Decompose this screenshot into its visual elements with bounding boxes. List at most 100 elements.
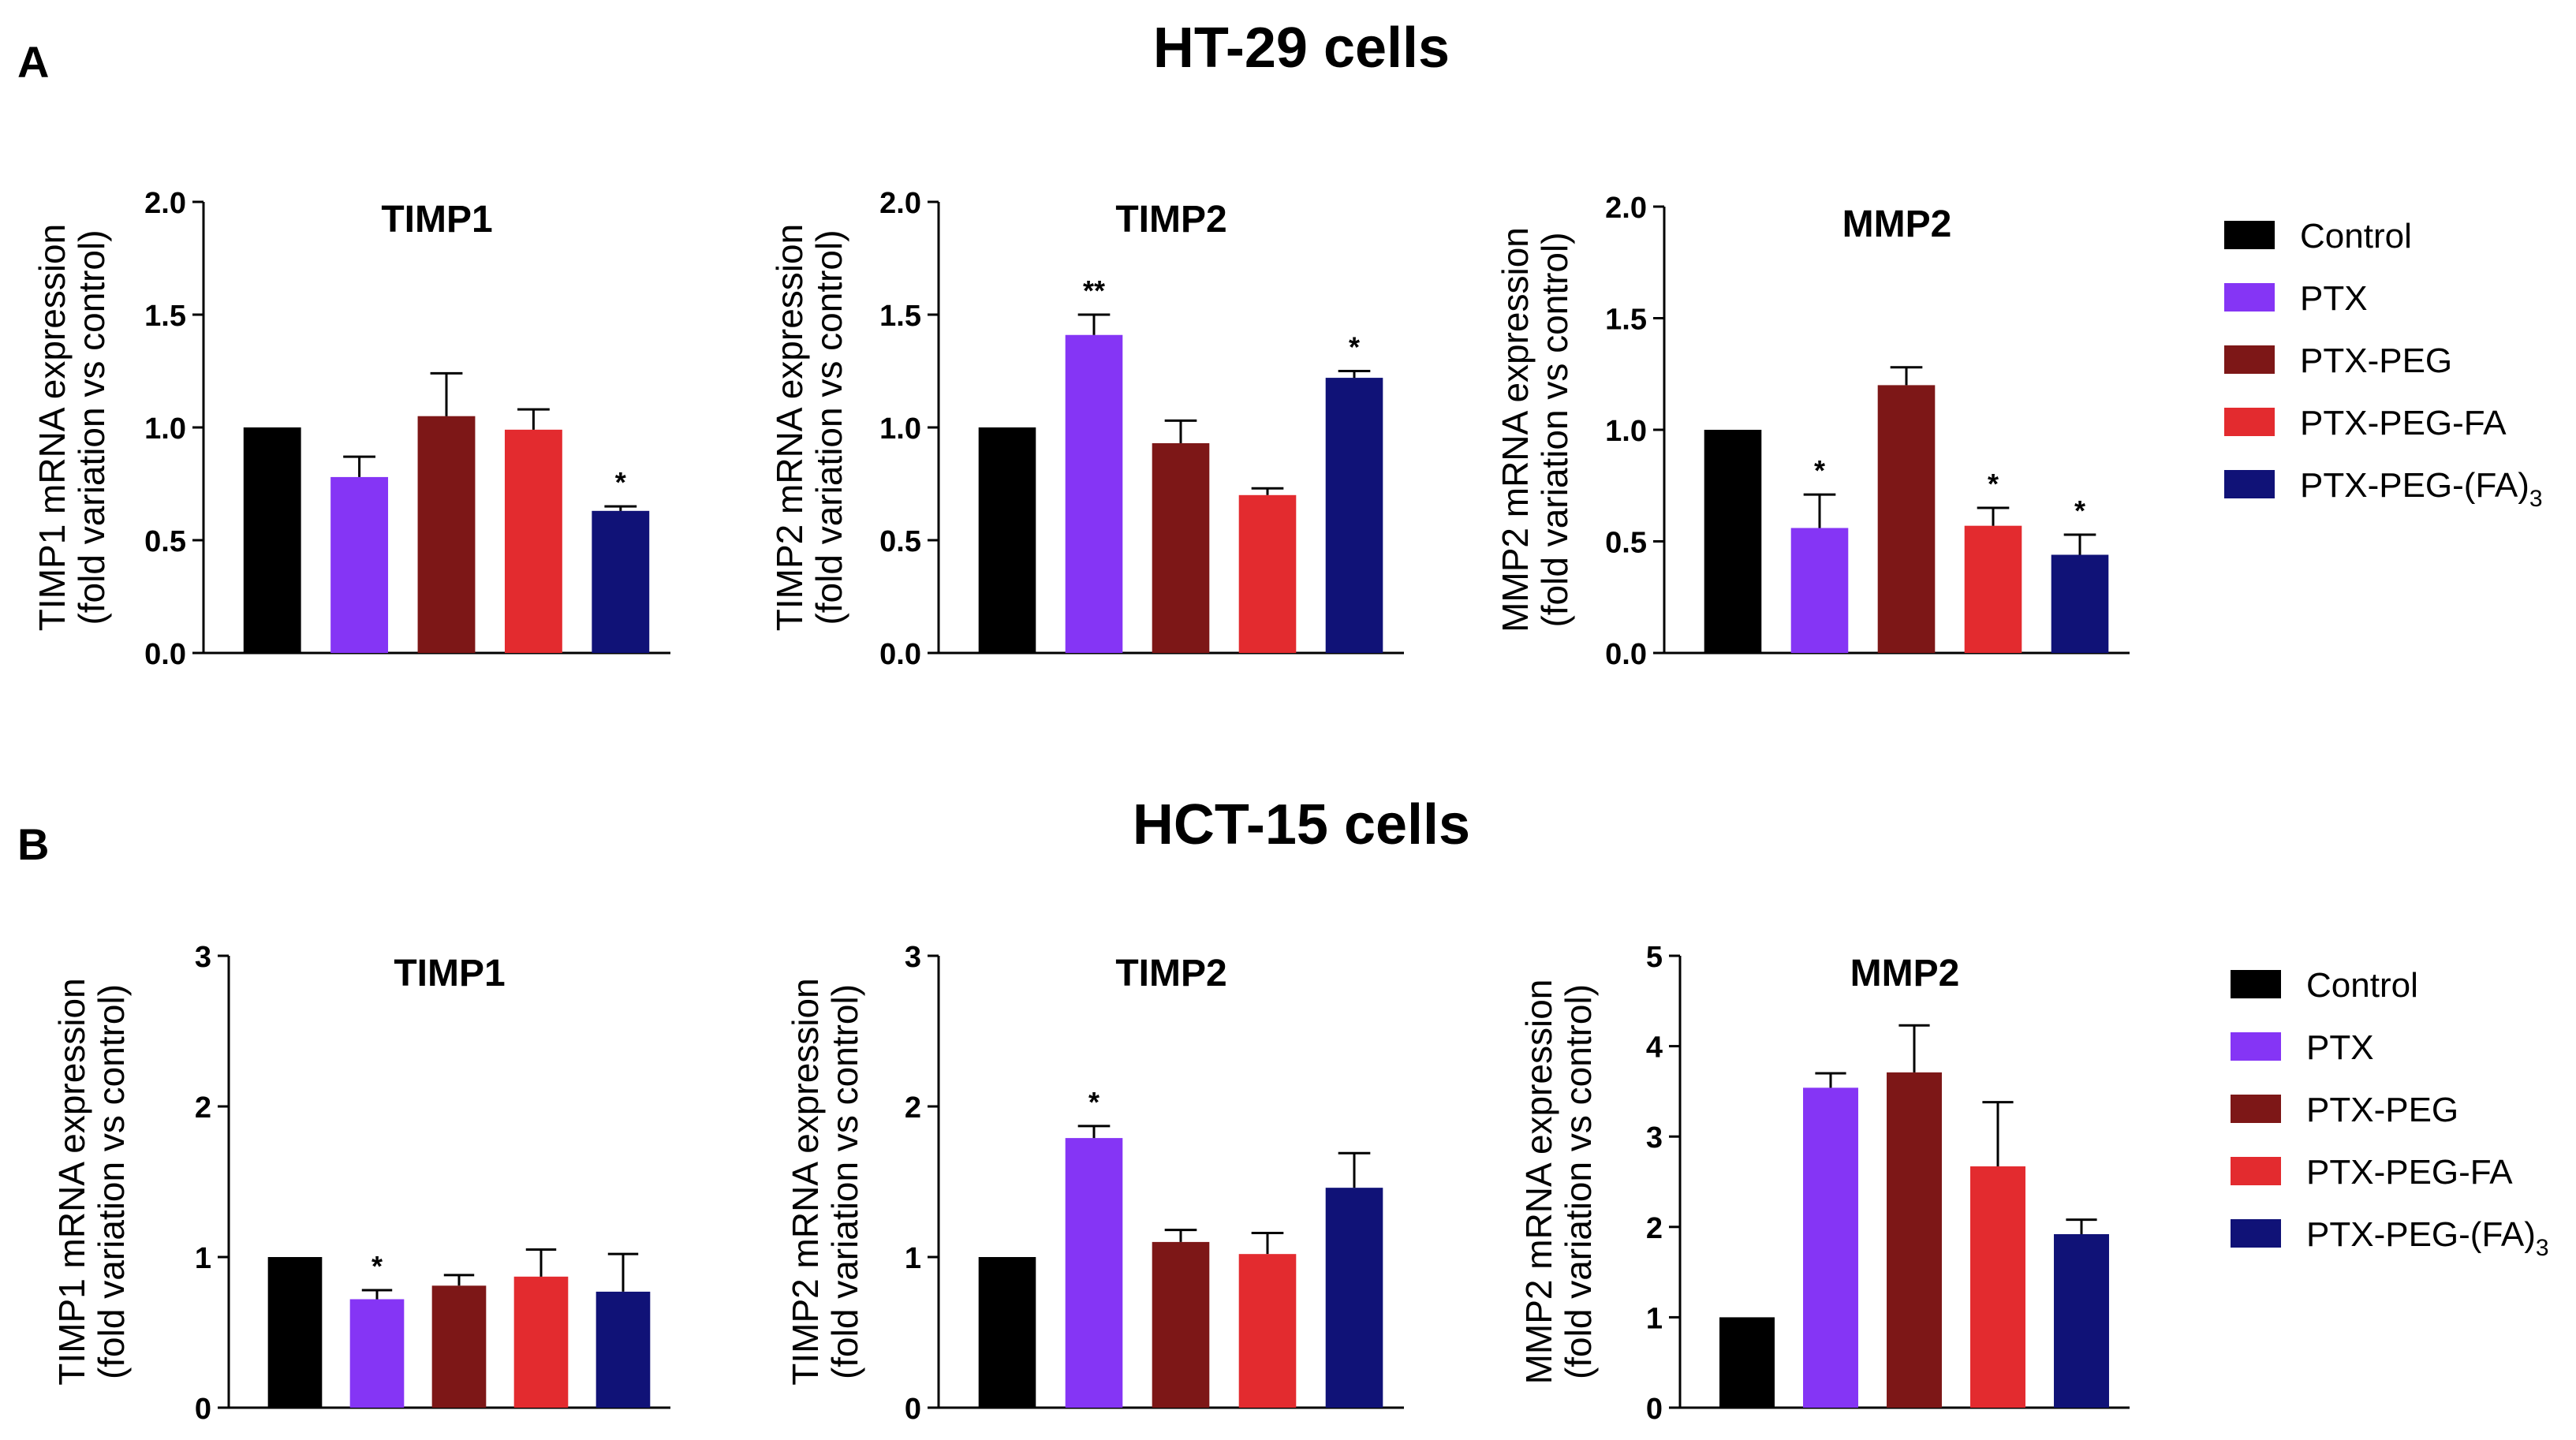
y-tick-label: 1 <box>195 1242 211 1275</box>
legend-label: Control <box>2300 217 2412 256</box>
y-tick-label: 0.5 <box>144 525 186 558</box>
y-axis-label-secondary: (fold variation vs control) <box>1558 984 1599 1379</box>
bar-ptx-peg-fa-3 <box>592 510 650 653</box>
legend-label: PTX-PEG-FA <box>2306 1153 2513 1192</box>
y-tick-label: 1 <box>1646 1302 1663 1335</box>
y-tick-label: 1.0 <box>1605 415 1647 448</box>
legend-label: PTX-PEG-FA <box>2300 404 2507 442</box>
legend-swatch <box>2224 221 2275 249</box>
bar-control <box>1719 1317 1775 1408</box>
significance-marker: * <box>1088 1086 1099 1118</box>
y-tick-label: 2 <box>195 1091 211 1125</box>
legend-swatch <box>2231 1157 2281 1185</box>
error-bar <box>1982 1101 2014 1167</box>
bar-control <box>243 427 301 653</box>
y-tick-label: 0.5 <box>879 525 921 558</box>
chart-a-timp2: 0.0 0.5 1.0 1.5 2.0 TIMP2 TIMP2 mRNA expressio… <box>769 187 1404 671</box>
error-bar <box>1164 1229 1197 1242</box>
error-bar <box>1338 1151 1371 1188</box>
y-axis-label: MMP2 mRNA expression <box>1495 227 1536 632</box>
y-axis-label-secondary: (fold variation vs control) <box>1534 232 1575 627</box>
bar-control <box>978 1257 1036 1408</box>
bar-ptx <box>1803 1087 1858 1408</box>
legend-swatch <box>2224 283 2275 312</box>
bar-ptx-peg-fa-3 <box>2051 554 2109 653</box>
chart-b-timp2: 0 1 2 3 TIMP2 TIMP2 mRNA expression(fold vari… <box>785 941 1404 1426</box>
error-bar <box>430 371 463 416</box>
error-bar <box>1815 1072 1846 1088</box>
y-tick-label: 2.0 <box>1605 192 1647 225</box>
bar-ptx <box>1065 334 1123 653</box>
error-bar <box>1898 1024 1930 1073</box>
legend-label: PTX-PEG <box>2300 341 2452 380</box>
bar-ptx-peg-fa <box>1970 1166 2025 1408</box>
y-tick-label: 0.0 <box>879 638 921 671</box>
bar-ptx-peg-fa-3 <box>1325 1188 1383 1408</box>
legend-swatch <box>2224 470 2275 498</box>
y-tick-label: 3 <box>1646 1121 1663 1155</box>
legend-swatch <box>2231 1219 2281 1248</box>
legend-swatch <box>2224 345 2275 374</box>
bar-ptx-peg-fa-3 <box>595 1291 651 1408</box>
significance-marker: * <box>371 1250 383 1282</box>
error-bar <box>607 1252 639 1292</box>
chart-title: MMP2 <box>1850 953 1960 994</box>
y-tick-label: 3 <box>195 941 211 974</box>
bar-ptx-peg-fa <box>504 429 562 653</box>
significance-marker: * <box>1814 454 1825 487</box>
error-bar <box>604 505 637 511</box>
bar-ptx-peg <box>417 416 476 653</box>
bar-ptx-peg <box>1152 443 1210 653</box>
bar-ptx <box>330 476 389 653</box>
bar-ptx-peg-fa <box>513 1276 569 1408</box>
error-bar <box>1164 419 1197 444</box>
error-bar <box>2063 533 2096 555</box>
y-tick-label: 5 <box>1646 941 1663 974</box>
legend-swatch <box>2231 970 2281 998</box>
bar-ptx-peg-fa <box>1238 494 1297 653</box>
chart-title: TIMP2 <box>1115 953 1226 994</box>
y-tick-label: 1.0 <box>879 412 921 446</box>
bar-ptx-peg <box>431 1285 487 1408</box>
bar-control <box>267 1257 323 1408</box>
bar-ptx <box>1790 528 1849 653</box>
y-tick-label: 1.5 <box>1605 304 1647 337</box>
chart-title: TIMP1 <box>394 953 505 994</box>
error-bar <box>1890 366 1923 386</box>
significance-marker: * <box>1988 468 1999 500</box>
error-bar <box>517 408 550 430</box>
y-tick-label: 0 <box>1646 1393 1663 1426</box>
panel-b-letter: B <box>17 819 49 869</box>
error-bar <box>443 1274 475 1286</box>
significance-marker: * <box>1349 331 1360 364</box>
error-bar <box>1077 313 1111 335</box>
y-tick-label: 1.5 <box>144 300 186 333</box>
bar-ptx-peg <box>1877 385 1936 653</box>
legend-panel-a: Control PTX PTX-PEG PTX-PEG-FA PTX-PEG-(FA)3 <box>2224 217 2543 512</box>
chart-title: MMP2 <box>1842 203 1952 245</box>
legend-label: Control <box>2306 966 2418 1005</box>
y-axis-label: TIMP2 mRNA expression <box>785 978 826 1385</box>
bar-ptx-peg-fa <box>1238 1254 1297 1408</box>
error-bar <box>1077 1125 1111 1139</box>
error-bar <box>343 455 376 477</box>
y-axis-label: TIMP1 mRNA expression <box>51 978 92 1385</box>
chart-a-mmp2: 0.0 0.5 1.0 1.5 2.0 MMP2 MMP2 mRNA expression(… <box>1495 192 2130 671</box>
legend-label: PTX-PEG <box>2306 1091 2458 1129</box>
y-tick-label: 4 <box>1646 1032 1663 1065</box>
y-tick-label: 1.0 <box>144 412 186 446</box>
y-tick-label: 1 <box>905 1242 921 1275</box>
chart-title: TIMP2 <box>1115 199 1226 241</box>
bar-ptx-peg <box>1887 1072 1942 1408</box>
panel-a-title: HT-29 cells <box>1153 17 1450 80</box>
panel-a-letter: A <box>17 37 49 87</box>
error-bar <box>1977 506 2010 526</box>
y-tick-label: 2 <box>905 1091 921 1125</box>
significance-marker: * <box>615 466 626 498</box>
error-bar <box>361 1289 393 1300</box>
bar-control <box>1704 430 1762 653</box>
bar-ptx-peg-fa-3 <box>1325 378 1383 653</box>
y-tick-label: 3 <box>905 941 921 974</box>
bar-ptx <box>1065 1138 1123 1408</box>
